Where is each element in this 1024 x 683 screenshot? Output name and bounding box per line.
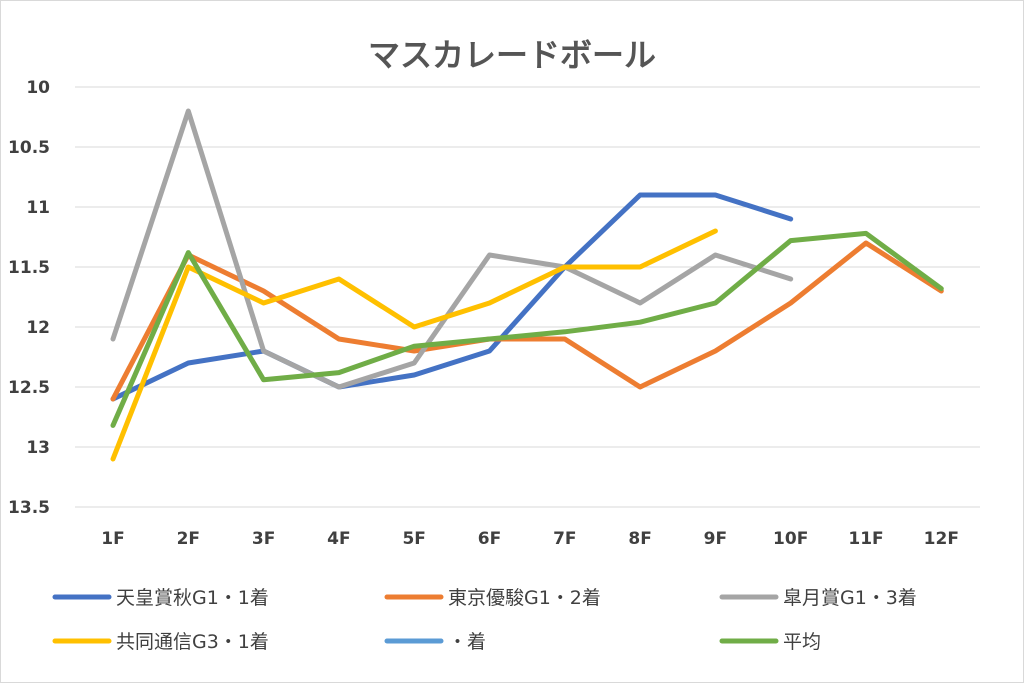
y-tick-label: 13 <box>26 438 50 458</box>
series-line-2 <box>110 108 794 390</box>
y-tick-label: 10 <box>26 78 50 98</box>
series-line-0 <box>110 192 794 402</box>
x-tick-label: 5F <box>402 529 425 549</box>
x-axis-ticks: 1F 2F 3F 4F 5F 6F 7F 8F 9F 10F 11F 12F <box>101 529 959 549</box>
x-tick-label: 9F <box>704 529 727 549</box>
chart-title: マスカレードボール <box>368 36 656 74</box>
x-tick-label: 12F <box>924 529 959 549</box>
legend-label: 平均 <box>783 631 821 653</box>
series-line-3 <box>110 228 718 462</box>
x-tick-label: 2F <box>177 529 200 549</box>
series-line-5 <box>110 230 944 428</box>
x-tick-label: 6F <box>478 529 501 549</box>
x-tick-label: 10F <box>773 529 808 549</box>
y-tick-label: 12.5 <box>8 378 50 398</box>
legend-label: ・着 <box>448 631 486 653</box>
y-tick-label: 11.5 <box>8 258 50 278</box>
y-tick-label: 11 <box>26 198 50 218</box>
y-tick-label: 12 <box>26 318 50 338</box>
x-tick-label: 8F <box>628 529 651 549</box>
grid-layer <box>75 86 980 508</box>
legend-label: 東京優駿G1・2着 <box>448 587 601 609</box>
x-tick-label: 1F <box>101 529 124 549</box>
legend-label: 皐月賞G1・3着 <box>783 587 917 609</box>
x-tick-label: 3F <box>252 529 275 549</box>
x-tick-label: 7F <box>553 529 576 549</box>
y-tick-label: 13.5 <box>8 498 50 518</box>
x-tick-label: 11F <box>848 529 883 549</box>
legend-label: 天皇賞秋G1・1着 <box>116 587 269 609</box>
x-tick-label: 4F <box>327 529 350 549</box>
legend-label: 共同通信G3・1着 <box>116 631 269 653</box>
y-tick-label: 10.5 <box>8 138 50 158</box>
series-layer <box>110 108 944 462</box>
series-line-1 <box>110 240 944 402</box>
y-axis-ticks: 10 10.5 11 11.5 12 12.5 13 13.5 <box>8 78 50 518</box>
